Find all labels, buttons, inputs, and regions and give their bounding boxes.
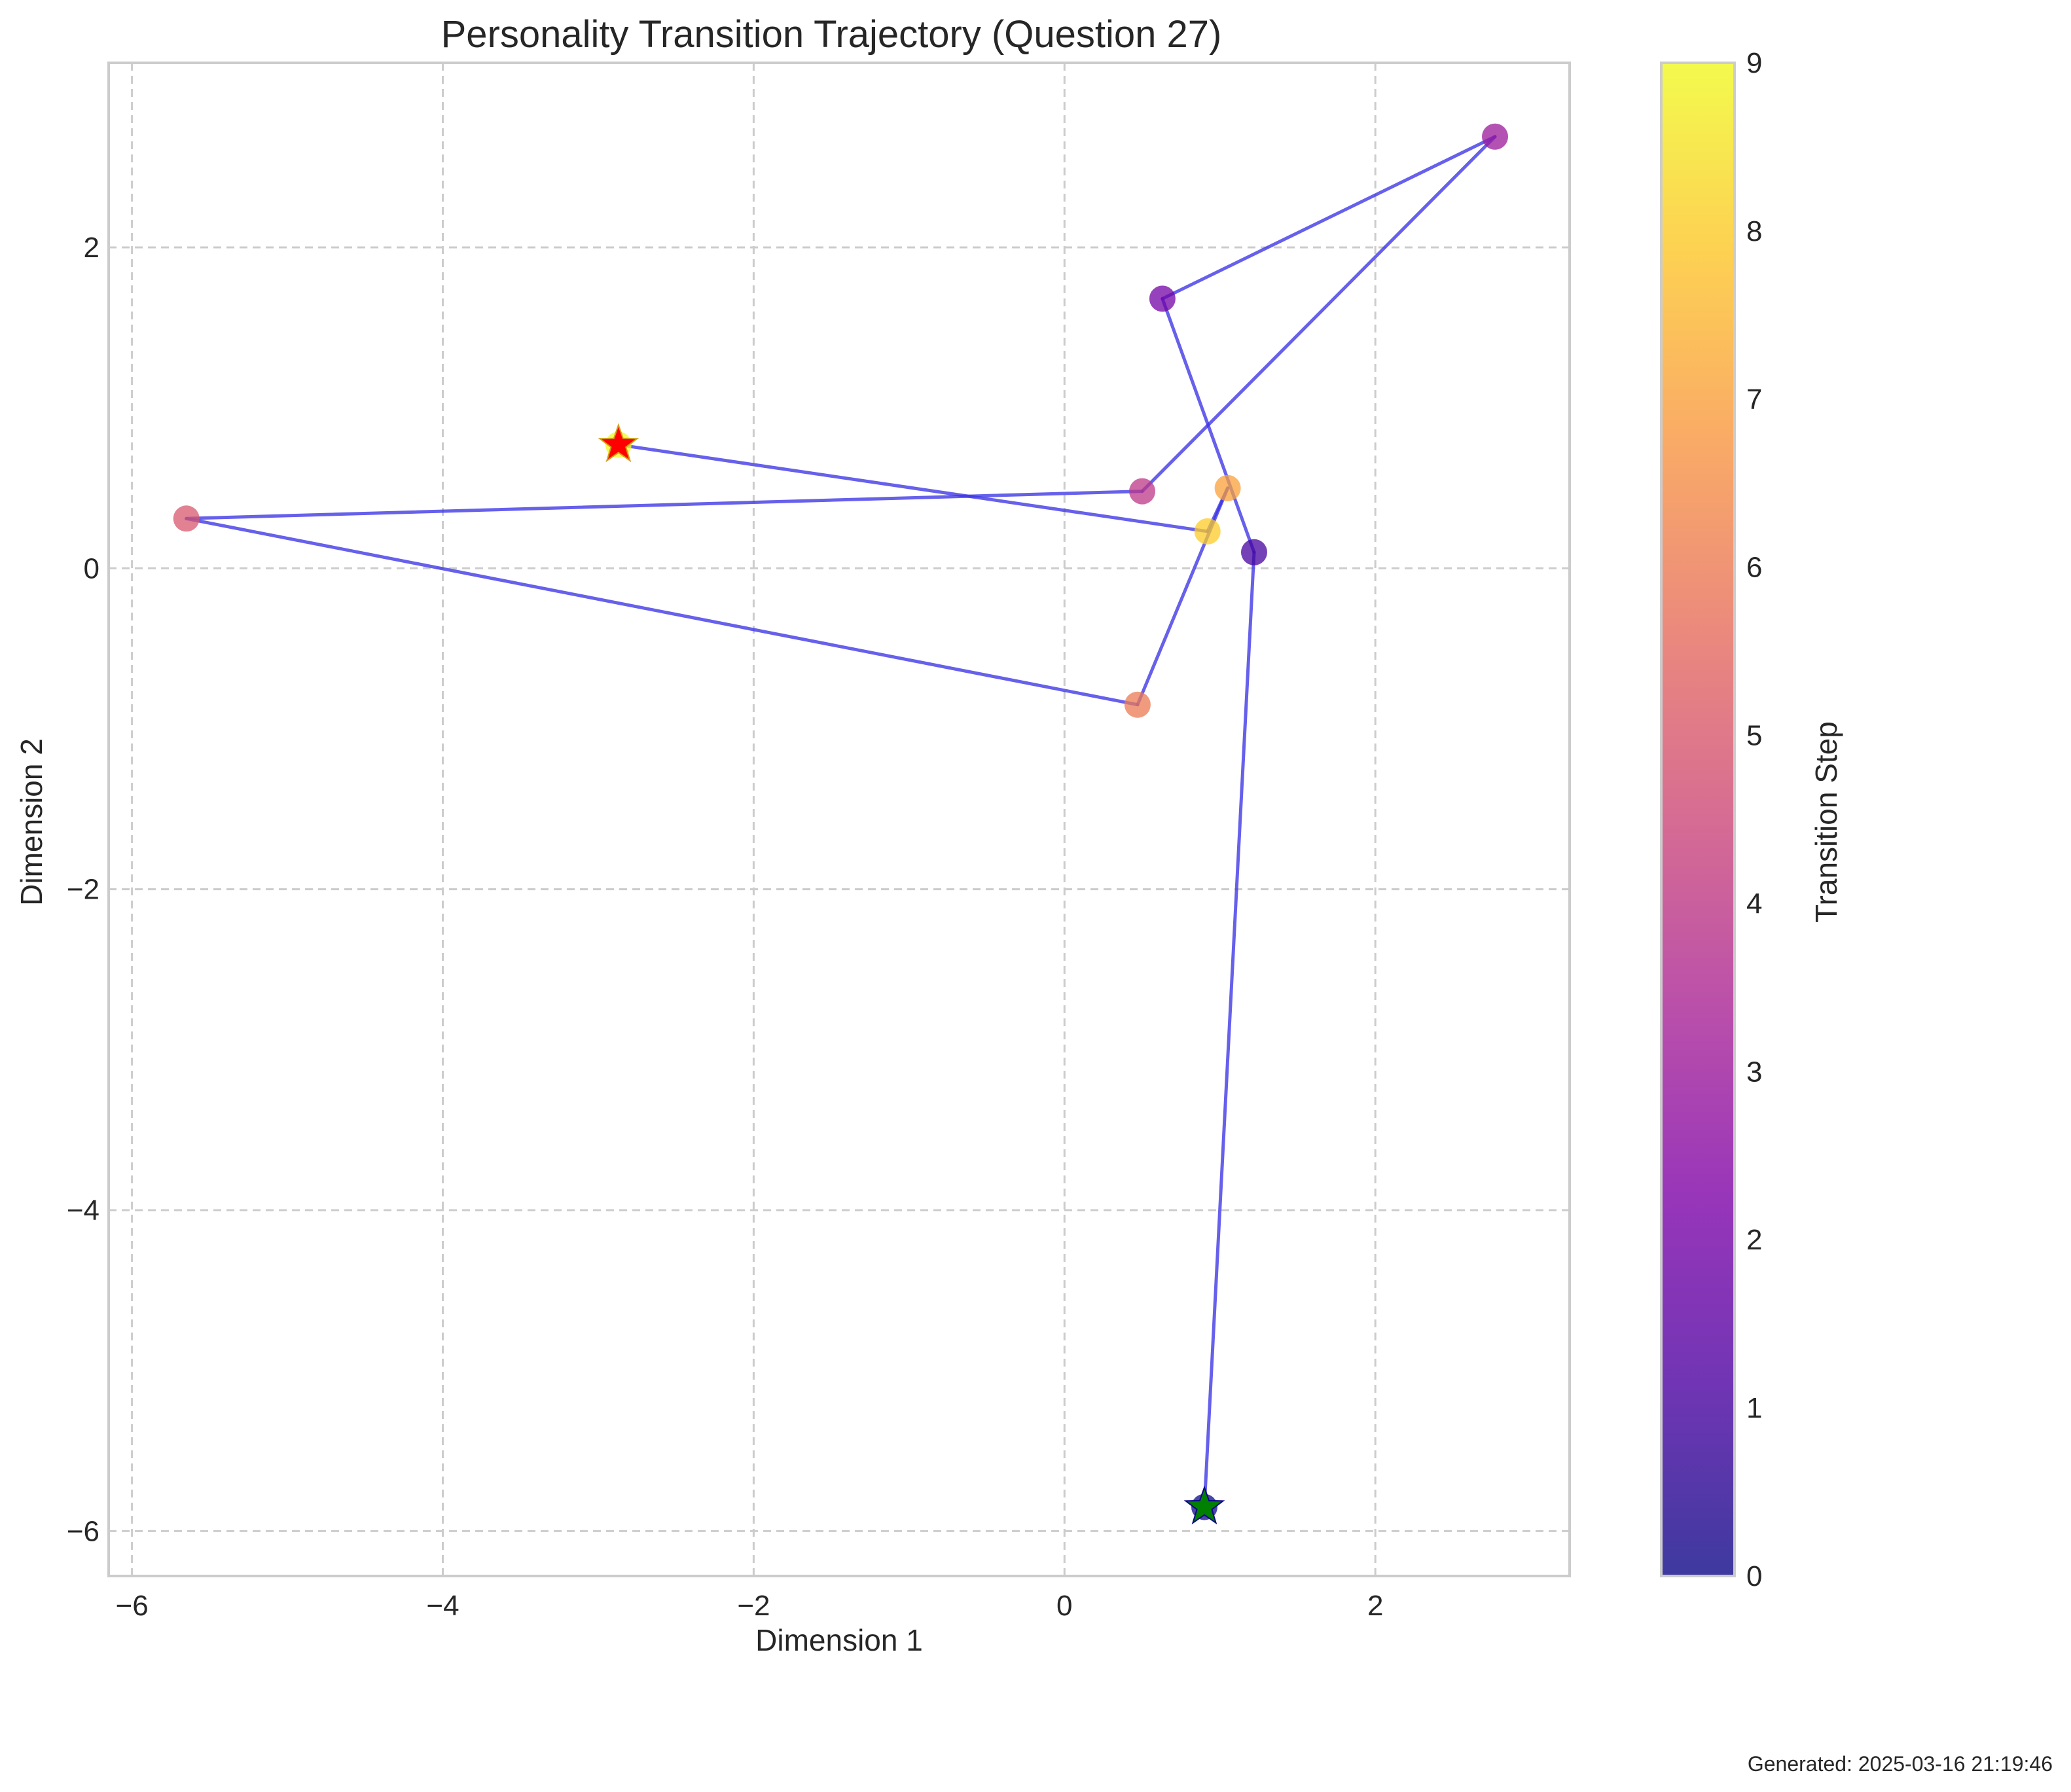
colorbar-tick-label: 3 (1746, 1056, 1762, 1088)
plot-area (107, 62, 1571, 1577)
generated-timestamp: Generated: 2025-03-16 21:19:46 (1748, 1752, 2053, 1776)
colorbar-tick-label: 2 (1746, 1224, 1762, 1256)
trajectory-point (1482, 123, 1509, 150)
trajectory-segment (185, 490, 1144, 520)
colorbar-tick-label: 1 (1746, 1392, 1762, 1424)
y-tick-label: −6 (67, 1515, 99, 1547)
colorbar-tick-label: 9 (1746, 47, 1762, 79)
colorbar-ticks: 0 1 2 3 4 5 6 7 8 9 (1746, 47, 1762, 1592)
colorbar-tick-label: 7 (1746, 384, 1762, 416)
trajectory-segment (1202, 550, 1256, 1509)
x-tick-label: 2 (1367, 1590, 1383, 1622)
trajectory-segment (1140, 135, 1497, 493)
trajectory-point (1129, 478, 1156, 505)
trajectory-segment (185, 516, 1140, 707)
start-star-marker (598, 423, 639, 463)
y-tick-label: 2 (84, 232, 99, 264)
y-tick-label: −2 (67, 874, 99, 906)
axis-ticks: −6 −4 −2 0 2 −6 −4 −2 0 2 (67, 232, 1384, 1622)
colorbar-tick-label: 5 (1746, 720, 1762, 752)
colorbar: 0 1 2 3 4 5 6 7 8 9 Transition Step (1660, 47, 1843, 1592)
trajectory-point (1214, 475, 1241, 501)
colorbar-tick-label: 4 (1746, 887, 1762, 920)
x-tick-label: 0 (1056, 1590, 1072, 1622)
trajectory-point (1194, 518, 1221, 545)
y-tick-label: 0 (84, 552, 99, 584)
trajectory-segment (617, 443, 1210, 533)
x-tick-label: −4 (426, 1590, 459, 1622)
start-end-markers (598, 423, 1225, 1525)
trajectory-point (1149, 285, 1176, 312)
x-tick-label: −2 (737, 1590, 770, 1622)
y-tick-label: −4 (67, 1194, 99, 1227)
trajectory-point (1240, 539, 1267, 565)
chart-title: Personality Transition Trajectory (Quest… (441, 13, 1222, 56)
trajectory-point (173, 505, 200, 532)
x-axis-label: Dimension 1 (755, 1623, 923, 1657)
colorbar-label: Transition Step (1809, 721, 1843, 923)
trajectory-point (1124, 691, 1151, 718)
colorbar-gradient (1660, 62, 1736, 1577)
y-axis-label: Dimension 2 (14, 738, 48, 906)
grid-lines (109, 63, 1570, 1576)
colorbar-tick-label: 0 (1746, 1560, 1762, 1592)
trajectory-segment (1161, 135, 1497, 300)
end-star-marker (1183, 1485, 1225, 1525)
trajectory-lines (185, 135, 1497, 1509)
colorbar-tick-label: 8 (1746, 215, 1762, 247)
colorbar-tick-label: 6 (1746, 552, 1762, 584)
x-tick-label: −6 (116, 1590, 149, 1622)
